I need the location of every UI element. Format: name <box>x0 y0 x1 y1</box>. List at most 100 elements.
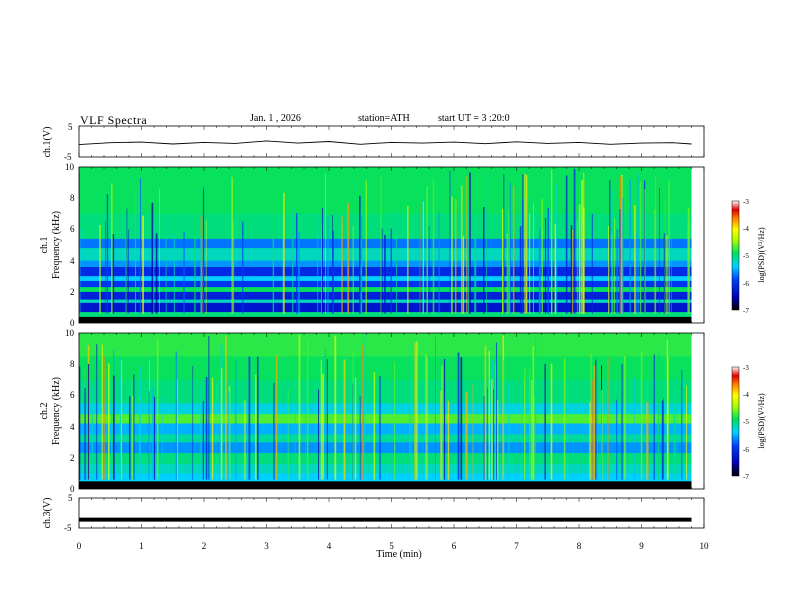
ch2-colorbar-tick-m3: -3 <box>743 364 749 372</box>
ch1-waveform-panel: 5 -5 ch.1(V) <box>42 122 705 162</box>
spectrogram-baseline <box>79 484 692 489</box>
spectrogram-streak <box>589 401 591 480</box>
spectrogram-streak <box>343 359 346 480</box>
spectrogram-streak <box>563 358 566 480</box>
spectrogram-streak <box>422 201 424 314</box>
spectrogram-streak <box>545 217 547 314</box>
time-tick-label: 2 <box>202 541 207 551</box>
time-tick-label: 4 <box>327 541 332 551</box>
spectrogram-streak <box>362 344 364 480</box>
spectrogram-streak <box>621 364 623 480</box>
ch2-spectrogram-ticks <box>78 333 705 489</box>
spectrogram-streak <box>601 389 603 480</box>
spectrogram-streak <box>493 389 494 480</box>
spectrogram-streak <box>637 173 639 314</box>
ch1-colorbar-tick-m7: -7 <box>743 307 749 315</box>
spectrogram-streak <box>467 201 469 314</box>
ch1-frequency-label: Frequency (kHz) <box>51 211 62 279</box>
spectrogram-streak <box>322 208 323 314</box>
spectrogram-streak <box>347 203 350 314</box>
spectrogram-streak <box>322 373 324 480</box>
spectrogram-streak <box>519 226 522 314</box>
spectrogram-streak <box>483 396 485 480</box>
spectrogram-streak <box>390 228 392 314</box>
ch1-colorbar-tick-m4: -4 <box>743 225 749 233</box>
spectrogram-streak <box>139 365 141 480</box>
spectrogram-streak <box>681 369 683 480</box>
spectrogram-streak <box>121 360 123 480</box>
spectrogram-streak <box>534 337 537 480</box>
spectrogram-streak <box>320 360 322 480</box>
spectrogram-streak <box>106 194 109 314</box>
spectrogram-streak <box>629 179 631 314</box>
spectrogram-band-1 <box>79 312 692 317</box>
spectrogram-streak <box>573 168 576 314</box>
spectrogram-streak <box>306 339 309 480</box>
ch3-ytick-top: 5 <box>68 493 73 503</box>
ch1-colorbar-tick-m5: -5 <box>743 252 749 260</box>
spectrogram-streak <box>153 223 155 314</box>
time-tick-label: 7 <box>514 541 519 551</box>
ch1-freq-tick-4: 4 <box>70 256 75 266</box>
spectrogram-streak <box>298 231 300 314</box>
ch1-spectrogram-heatmap <box>79 167 692 323</box>
spectrogram-streak <box>581 180 583 314</box>
ch2-colorbar-tick-m4: -4 <box>743 391 749 399</box>
spectrogram-streak <box>609 180 611 314</box>
spectrogram-streak <box>422 201 424 314</box>
spectrogram-streak <box>396 210 397 314</box>
spectrogram-streak <box>495 362 496 480</box>
spectrogram-streak <box>530 380 533 480</box>
spectrogram-streak <box>593 365 596 480</box>
spectrogram-streak <box>202 189 204 314</box>
ch2-spectrogram-heatmap <box>79 333 692 489</box>
spectrogram-streak <box>551 169 553 314</box>
spectrogram-streak <box>194 169 196 314</box>
spectrogram-streak <box>296 213 298 314</box>
spectrogram-streak <box>354 377 357 480</box>
spectrogram-streak <box>151 202 154 314</box>
spectrogram-streak <box>438 212 440 314</box>
ch1-colorbar-tick-m6: -6 <box>743 280 749 288</box>
spectrogram-streak <box>635 233 637 314</box>
ch1-freq-tick-2: 2 <box>70 287 75 297</box>
spectrogram-streak <box>283 192 285 314</box>
spectrogram-streak <box>298 334 301 480</box>
spectrogram-streak <box>619 209 621 314</box>
spectrogram-streak <box>255 374 257 480</box>
spectrogram-streak <box>360 210 363 314</box>
spectrogram-streak <box>324 349 326 480</box>
spectrogram-streak <box>414 342 417 480</box>
spectrogram-streak <box>547 207 549 314</box>
spectrogram-streak <box>491 379 493 480</box>
spectrogram-streak <box>165 214 167 314</box>
spectrogram-streak <box>462 236 465 314</box>
spectrogram-streak <box>496 342 497 480</box>
spectrogram-band-8 <box>79 403 692 415</box>
spectrogram-streak <box>425 354 427 480</box>
spectrogram-streak <box>689 221 690 314</box>
spectrogram-streak <box>192 366 194 480</box>
spectrogram-streak <box>565 175 568 314</box>
spectrogram-streak <box>472 383 474 480</box>
spectrogram-streak <box>327 217 329 314</box>
spectrogram-streak <box>359 400 360 480</box>
spectrogram-streak <box>416 341 418 480</box>
ch3-waveform-ticks <box>78 498 705 528</box>
spectrogram-band-14 <box>79 167 692 191</box>
spectrogram-streak <box>247 355 249 480</box>
spectrogram-streak <box>275 355 278 480</box>
spectrogram-streak <box>529 213 531 314</box>
spectrogram-streak <box>407 206 409 314</box>
spectrogram-band-1 <box>79 473 692 482</box>
spectrogram-streak <box>105 220 106 314</box>
ch2-colorbar <box>731 366 740 477</box>
time-tick-label: 1 <box>139 541 144 551</box>
spectrogram-streak <box>449 170 451 314</box>
spectrogram-streak <box>506 233 508 314</box>
spectrogram-streak <box>624 356 626 480</box>
spectrogram-streak <box>465 392 468 480</box>
spectrogram-streak <box>103 356 105 480</box>
ch2-freq-tick-2: 2 <box>70 453 75 463</box>
